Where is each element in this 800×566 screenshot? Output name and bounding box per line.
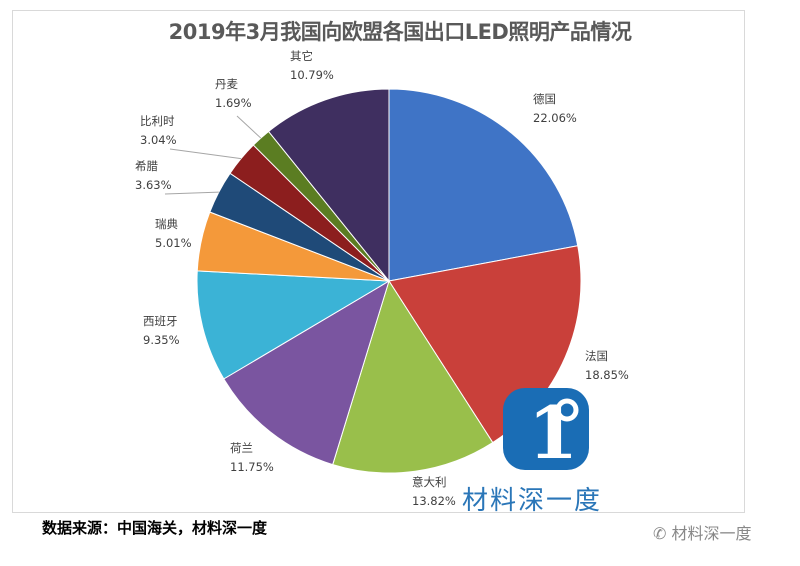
- logo-text: 材料深一度: [462, 486, 603, 516]
- chart-frame: [12, 10, 745, 513]
- data-label-value: 3.63%: [135, 178, 172, 192]
- wechat-icon: ✆: [653, 524, 672, 543]
- watermark-text: 材料深一度: [671, 524, 752, 543]
- pie-slice-3: [223, 279, 390, 466]
- pie-slice-2: [332, 279, 494, 474]
- leader-line: [164, 191, 219, 195]
- pie-slice-0: [388, 88, 579, 282]
- data-label-value: 3.04%: [140, 133, 177, 147]
- data-label-name: 希腊: [135, 159, 158, 173]
- data-label-value: 11.75%: [230, 460, 274, 474]
- data-label-name: 荷兰: [230, 441, 253, 455]
- data-label-name: 其它: [290, 49, 313, 63]
- data-label-value: 18.85%: [585, 368, 629, 382]
- watermark: ✆ 材料深一度: [653, 520, 752, 544]
- chart-title: 2019年3月我国向欧盟各国出口LED照明产品情况: [168, 20, 632, 44]
- data-label-name: 德国: [533, 92, 556, 106]
- data-label-value: 9.35%: [143, 333, 180, 347]
- leader-line: [236, 115, 262, 139]
- data-label-name: 意大利: [412, 475, 447, 489]
- data-label-value: 10.79%: [290, 68, 334, 82]
- data-source: 数据来源：中国海关，材料深一度: [42, 519, 268, 537]
- pie-slice-4: [196, 270, 391, 380]
- data-label-name: 法国: [585, 349, 608, 363]
- pie-slice-9: [267, 88, 390, 283]
- svg-text:1: 1: [528, 390, 578, 475]
- data-label-value: 22.06%: [533, 111, 577, 125]
- data-label-name: 瑞典: [155, 217, 178, 231]
- data-label-value: 5.01%: [155, 236, 192, 250]
- leader-line: [169, 148, 242, 160]
- data-label-value: 1.69%: [215, 96, 252, 110]
- data-label-name: 丹麦: [215, 77, 238, 91]
- logo-icon: 1: [503, 388, 589, 475]
- data-label-name: 西班牙: [143, 314, 178, 328]
- data-label-value: 13.82%: [412, 494, 456, 508]
- data-label-name: 比利时: [140, 114, 175, 128]
